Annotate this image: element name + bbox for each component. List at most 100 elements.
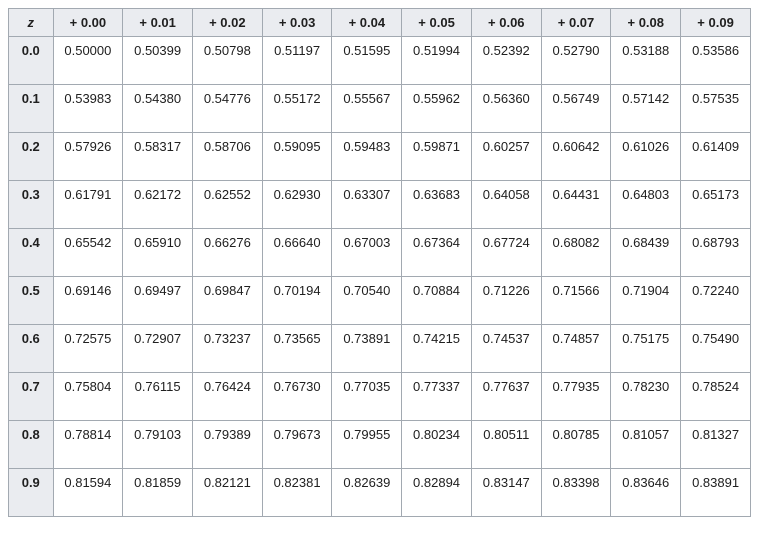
z-table-cell: 0.72907: [123, 325, 193, 373]
z-table-cell: 0.83147: [471, 469, 541, 517]
table-row: 0.80.788140.791030.793890.796730.79955 0.…: [9, 421, 751, 469]
table-row: 0.00.500000.503990.507980.511970.515950.…: [9, 37, 751, 85]
z-table-row-header: 0.0: [9, 37, 54, 85]
z-table-cell: 0.79673: [262, 421, 332, 469]
z-table-col-header: + 0.05: [402, 9, 472, 37]
z-table-col-header: + 0.00: [53, 9, 123, 37]
z-table-row-header: 0.3: [9, 181, 54, 229]
z-table-row-header: 0.1: [9, 85, 54, 133]
z-table-cell: 0.61026: [611, 133, 681, 181]
z-table-cell: 0.82639: [332, 469, 402, 517]
z-table-cell: 0.64803: [611, 181, 681, 229]
z-table-cell: 0.81594: [53, 469, 123, 517]
z-table-cell: 0.75175: [611, 325, 681, 373]
z-table-row-header: 0.8: [9, 421, 54, 469]
z-table-cell: 0.65910: [123, 229, 193, 277]
z-table-cell: 0.51197: [262, 37, 332, 85]
table-row: 0.10.539830.543800.547760.551720.555670.…: [9, 85, 751, 133]
z-table-col-header: + 0.09: [681, 9, 751, 37]
z-table-cell: 0.55172: [262, 85, 332, 133]
z-table-cell: 0.80511: [471, 421, 541, 469]
z-table-cell: 0.83398: [541, 469, 611, 517]
z-table-cell: 0.70884: [402, 277, 472, 325]
z-table-cell: 0.78230: [611, 373, 681, 421]
z-table-cell: 0.65542: [53, 229, 123, 277]
table-row: 0.90.815940.818590.821210.823810.826390.…: [9, 469, 751, 517]
z-table-row-header: 0.9: [9, 469, 54, 517]
z-table-cell: 0.57535: [681, 85, 751, 133]
z-table-cell: 0.79955: [332, 421, 402, 469]
z-table-cell: 0.78814: [53, 421, 123, 469]
z-table-cell: 0.63307: [332, 181, 402, 229]
z-table-cell: 0.66640: [262, 229, 332, 277]
z-table-cell: 0.73565: [262, 325, 332, 373]
z-table-cell: 0.67724: [471, 229, 541, 277]
z-table-cell: 0.62172: [123, 181, 193, 229]
z-table-cell: 0.51595: [332, 37, 402, 85]
z-table-cell: 0.69497: [123, 277, 193, 325]
z-table-cell: 0.57142: [611, 85, 681, 133]
z-table-cell: 0.81327: [681, 421, 751, 469]
z-table-cell: 0.51994: [402, 37, 472, 85]
z-table-cell: 0.81057: [611, 421, 681, 469]
z-table-col-header: + 0.01: [123, 9, 193, 37]
z-table-cell: 0.53983: [53, 85, 123, 133]
z-table-cell: 0.68082: [541, 229, 611, 277]
z-table-cell: 0.63683: [402, 181, 472, 229]
z-table-cell: 0.83646: [611, 469, 681, 517]
z-table-cell: 0.71226: [471, 277, 541, 325]
z-table-cell: 0.75490: [681, 325, 751, 373]
z-table-cell: 0.77337: [402, 373, 472, 421]
z-table-cell: 0.76424: [192, 373, 262, 421]
z-table: z + 0.00 + 0.01 + 0.02 + 0.03 + 0.04 + 0…: [8, 8, 751, 517]
z-table-col-header: + 0.07: [541, 9, 611, 37]
z-table-cell: 0.59095: [262, 133, 332, 181]
z-table-col-header: + 0.03: [262, 9, 332, 37]
z-table-cell: 0.64058: [471, 181, 541, 229]
z-table-row-header: 0.2: [9, 133, 54, 181]
z-table-cell: 0.75804: [53, 373, 123, 421]
table-row: 0.30.617910.621720.625520.629300.633070.…: [9, 181, 751, 229]
z-table-cell: 0.61791: [53, 181, 123, 229]
z-table-cell: 0.82381: [262, 469, 332, 517]
z-table-cell: 0.73237: [192, 325, 262, 373]
z-table-cell: 0.71904: [611, 277, 681, 325]
z-table-cell: 0.56749: [541, 85, 611, 133]
z-table-cell: 0.78524: [681, 373, 751, 421]
z-table-cell: 0.74857: [541, 325, 611, 373]
z-table-cell: 0.50000: [53, 37, 123, 85]
z-table-cell: 0.65173: [681, 181, 751, 229]
z-table-cell: 0.50399: [123, 37, 193, 85]
z-table-body: 0.00.500000.503990.507980.511970.515950.…: [9, 37, 751, 517]
z-table-cell: 0.79103: [123, 421, 193, 469]
z-table-cell: 0.79389: [192, 421, 262, 469]
z-table-cell: 0.81859: [123, 469, 193, 517]
z-table-cell: 0.55962: [402, 85, 472, 133]
z-table-row-header: 0.4: [9, 229, 54, 277]
z-table-cell: 0.67003: [332, 229, 402, 277]
z-table-cell: 0.60642: [541, 133, 611, 181]
z-table-cell: 0.66276: [192, 229, 262, 277]
z-table-cell: 0.56360: [471, 85, 541, 133]
z-table-cell: 0.70194: [262, 277, 332, 325]
z-table-cell: 0.77637: [471, 373, 541, 421]
z-table-cell: 0.58706: [192, 133, 262, 181]
z-table-cell: 0.77935: [541, 373, 611, 421]
z-table-cell: 0.54776: [192, 85, 262, 133]
table-row: 0.50.691460.694970.698470.701940.705400.…: [9, 277, 751, 325]
table-row: 0.20.579260.583170.587060.590950.594830.…: [9, 133, 751, 181]
z-table-cell: 0.59871: [402, 133, 472, 181]
z-table-col-header: + 0.04: [332, 9, 402, 37]
z-table-cell: 0.62930: [262, 181, 332, 229]
z-table-cell: 0.64431: [541, 181, 611, 229]
z-table-cell: 0.57926: [53, 133, 123, 181]
z-table-cell: 0.68439: [611, 229, 681, 277]
z-table-cell: 0.59483: [332, 133, 402, 181]
z-table-col-header: + 0.02: [192, 9, 262, 37]
z-table-cell: 0.80785: [541, 421, 611, 469]
z-table-cell: 0.52392: [471, 37, 541, 85]
z-table-cell: 0.55567: [332, 85, 402, 133]
z-table-cell: 0.53188: [611, 37, 681, 85]
z-table-cell: 0.77035: [332, 373, 402, 421]
z-table-cell: 0.69146: [53, 277, 123, 325]
